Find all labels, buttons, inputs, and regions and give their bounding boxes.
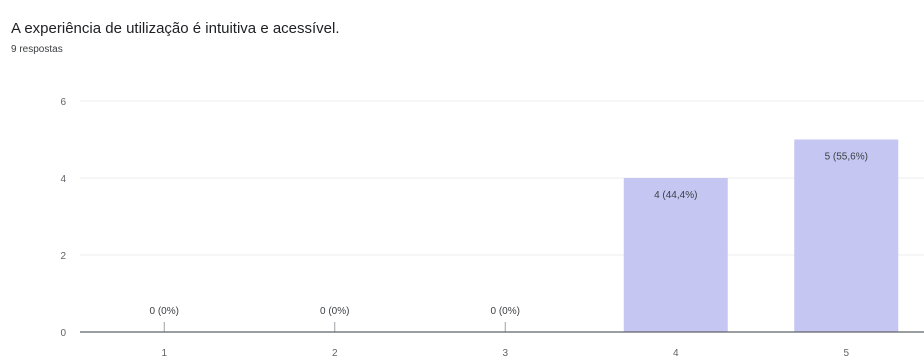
- y-tick-label: 0: [60, 328, 66, 339]
- x-tick-label: 3: [502, 348, 508, 358]
- x-tick-label: 5: [843, 348, 849, 358]
- x-tick-label: 2: [332, 348, 338, 358]
- data-label: 0 (0%): [320, 306, 349, 317]
- x-tick-label: 4: [673, 348, 679, 358]
- response-count: 9 respostas: [11, 44, 63, 55]
- y-tick-label: 4: [60, 174, 66, 185]
- question-title: A experiência de utilização é intuitiva …: [11, 20, 340, 37]
- bar: [794, 139, 899, 332]
- y-tick-label: 6: [60, 97, 66, 108]
- x-tick-label: 1: [161, 348, 167, 358]
- data-label: 0 (0%): [491, 306, 520, 317]
- y-tick-label: 2: [60, 251, 66, 262]
- axes: 0 2 4 6 1 2 3 4 5: [60, 97, 924, 358]
- gridlines: [80, 100, 924, 256]
- data-labels: 0 (0%) 0 (0%) 0 (0%) 4 (44,4%) 5 (55,6%): [150, 152, 868, 318]
- bar: [623, 178, 728, 332]
- data-label: 4 (44,4%): [654, 190, 697, 201]
- data-label: 5 (55,6%): [825, 152, 868, 163]
- bars: [623, 139, 899, 332]
- data-label: 0 (0%): [150, 306, 179, 317]
